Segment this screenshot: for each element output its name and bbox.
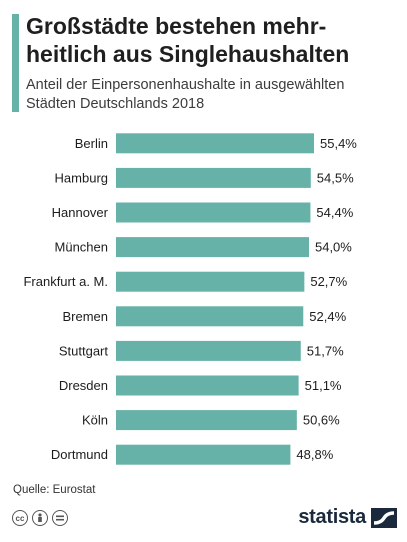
value-label: 48,8% xyxy=(296,447,333,462)
category-label: Bremen xyxy=(62,309,108,324)
cc-icon[interactable]: cc xyxy=(12,510,28,526)
bar-chart: Berlin 55,4% Hamburg 54,5% Hannover 54,4% Münc… xyxy=(23,133,357,465)
category-label: Frankfurt a. M. xyxy=(23,274,108,289)
no-derivatives-icon[interactable] xyxy=(52,510,68,526)
value-label: 54,4% xyxy=(316,205,353,220)
value-label: 52,7% xyxy=(310,274,347,289)
category-label: Dortmund xyxy=(51,447,108,462)
statista-logo[interactable]: statista xyxy=(298,506,397,529)
category-label: Hannover xyxy=(52,205,109,220)
bar xyxy=(116,340,301,361)
value-label: 50,6% xyxy=(303,413,340,428)
value-label: 55,4% xyxy=(320,136,357,151)
category-label: Dresden xyxy=(59,378,108,393)
category-label: Berlin xyxy=(75,136,108,151)
license-icons: cc xyxy=(12,510,68,526)
source-note: Quelle: Eurostat xyxy=(13,484,96,496)
chart-subtitle: Anteil der Einpersonenhaushalte in ausge… xyxy=(26,77,345,112)
value-label: 51,7% xyxy=(307,343,344,358)
category-label: München xyxy=(55,240,108,255)
title-accent-bar xyxy=(12,14,19,112)
chart-title: Großstädte bestehen mehr-heitlich aus Si… xyxy=(26,13,350,67)
bar xyxy=(116,375,299,396)
bar xyxy=(116,202,311,223)
category-label: Köln xyxy=(82,413,108,428)
bar xyxy=(116,133,314,154)
bar xyxy=(116,167,311,188)
category-label: Stuttgart xyxy=(59,343,109,358)
bar xyxy=(116,410,297,431)
bar xyxy=(116,444,291,465)
bar xyxy=(116,271,305,292)
category-label: Hamburg xyxy=(55,170,108,185)
bar xyxy=(116,306,304,327)
statista-brand-icon xyxy=(371,507,397,528)
value-label: 51,1% xyxy=(305,378,342,393)
attribution-icon[interactable] xyxy=(32,510,48,526)
bar xyxy=(116,237,309,258)
value-label: 52,4% xyxy=(309,309,346,324)
value-label: 54,5% xyxy=(317,170,354,185)
value-label: 54,0% xyxy=(315,240,352,255)
brand-name: statista xyxy=(298,506,366,528)
